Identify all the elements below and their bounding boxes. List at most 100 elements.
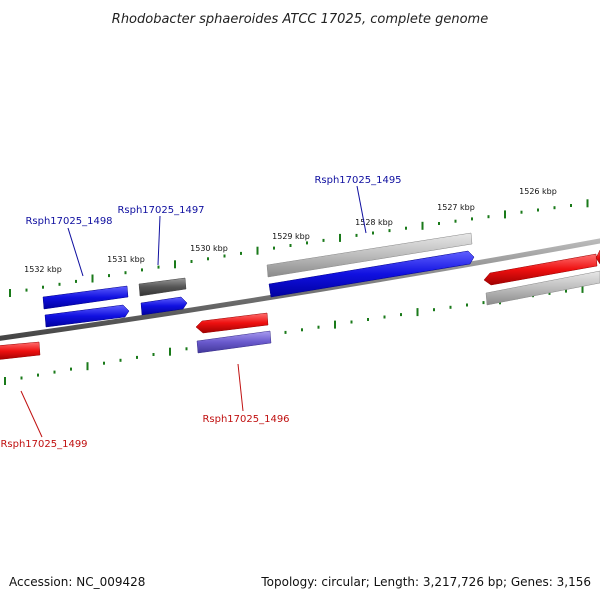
kbp-label-1532: 1532 kbp bbox=[24, 265, 62, 274]
outer-track-minor-tick bbox=[223, 254, 226, 258]
kbp-labels: 1526 kbp 1527 kbp 1528 kbp 1529 kbp 1530… bbox=[24, 187, 557, 274]
outer-track-minor-tick bbox=[273, 246, 275, 250]
leader-line-1496 bbox=[237, 363, 244, 412]
inner-track-major-tick bbox=[581, 284, 584, 293]
outer-track-minor-tick bbox=[454, 219, 457, 223]
map-title: Rhodobacter sphaeroides ATCC 17025, comp… bbox=[112, 12, 488, 27]
accession-text: Accession: NC_009428 bbox=[9, 575, 145, 589]
outer-track-minor-tick bbox=[355, 233, 358, 237]
outer-track-minor-tick bbox=[75, 279, 77, 283]
inner-track-major-tick bbox=[86, 362, 89, 371]
gene-feature-red-right-top[interactable] bbox=[483, 253, 598, 286]
outer-track-major-tick bbox=[256, 246, 259, 255]
outer-track-minor-tick bbox=[289, 244, 292, 247]
gene-feature-red-1499[interactable] bbox=[0, 341, 41, 360]
inner-track-major-tick bbox=[416, 308, 419, 317]
gene-feature-purple-1496[interactable] bbox=[196, 330, 272, 354]
inner-track-minor-tick bbox=[466, 303, 468, 307]
outer-track-minor-tick bbox=[190, 260, 193, 263]
gene-feature-blue-1498-top[interactable] bbox=[42, 285, 129, 310]
inner-track-minor-tick bbox=[20, 376, 23, 380]
outer-track-minor-tick bbox=[438, 222, 440, 225]
outer-track-minor-tick bbox=[124, 271, 127, 275]
outer-track-minor-tick bbox=[141, 268, 143, 272]
leader-line-1498 bbox=[67, 227, 84, 277]
inner-track-minor-tick bbox=[70, 367, 72, 371]
outer-track-minor-tick bbox=[207, 257, 209, 261]
outer-track-minor-tick bbox=[306, 241, 308, 245]
inner-track-minor-tick bbox=[449, 305, 452, 309]
gene-feature-red-edge[interactable] bbox=[595, 249, 600, 265]
outer-track-minor-tick bbox=[520, 210, 523, 214]
outer-track-minor-tick bbox=[240, 251, 242, 255]
outer-track-minor-tick bbox=[108, 274, 110, 278]
gene-label-1495[interactable]: Rsph17025_1495 bbox=[314, 175, 401, 186]
outer-track-major-tick bbox=[9, 289, 11, 297]
gene-label-1497[interactable]: Rsph17025_1497 bbox=[117, 205, 204, 216]
inner-track-minor-tick bbox=[185, 347, 188, 351]
gene-arrow-blue-1495[interactable] bbox=[268, 250, 475, 298]
inner-track-minor-tick bbox=[152, 353, 155, 356]
outer-track-minor-tick bbox=[471, 217, 473, 221]
gene-arrow-red-1496[interactable] bbox=[195, 312, 269, 334]
kbp-label-1526: 1526 kbp bbox=[519, 187, 557, 196]
inner-track-minor-tick bbox=[400, 313, 402, 317]
kbp-label-1529: 1529 kbp bbox=[272, 232, 310, 241]
kbp-label-1527: 1527 kbp bbox=[437, 203, 475, 212]
gene-label-1498[interactable]: Rsph17025_1498 bbox=[25, 216, 112, 227]
kbp-label-1528: 1528 kbp bbox=[355, 218, 393, 227]
leader-line-1495 bbox=[356, 185, 367, 234]
inner-track-minor-tick bbox=[482, 301, 485, 305]
outer-tick-track bbox=[9, 199, 589, 297]
inner-track-minor-tick bbox=[367, 318, 369, 321]
inner-track-minor-tick bbox=[350, 320, 353, 324]
inner-track-major-tick bbox=[4, 377, 6, 385]
outer-track-major-tick bbox=[174, 260, 176, 269]
kbp-label-1530: 1530 kbp bbox=[190, 244, 228, 253]
inner-track-minor-tick bbox=[37, 373, 39, 377]
outer-track-minor-tick bbox=[487, 215, 490, 219]
inner-track-minor-tick bbox=[119, 358, 122, 362]
outer-track-minor-tick bbox=[553, 206, 556, 210]
inner-track-minor-tick bbox=[284, 330, 287, 334]
inner-track-minor-tick bbox=[383, 315, 386, 319]
outer-track-minor-tick bbox=[58, 282, 61, 286]
outer-track-major-tick bbox=[504, 210, 506, 219]
outer-track-minor-tick bbox=[322, 238, 325, 242]
gene-label-1496[interactable]: Rsph17025_1496 bbox=[202, 414, 289, 425]
genome-summary-text: Topology: circular; Length: 3,217,726 bp… bbox=[260, 575, 591, 589]
outer-track-major-tick bbox=[91, 274, 94, 283]
inner-track-minor-tick bbox=[103, 361, 105, 365]
gene-feature-gray-top[interactable] bbox=[266, 232, 473, 278]
gene-arrow-blue-1497[interactable] bbox=[140, 296, 188, 316]
kbp-label-1531: 1531 kbp bbox=[107, 255, 145, 264]
outer-track-minor-tick bbox=[42, 285, 44, 289]
inner-track-minor-tick bbox=[433, 308, 435, 312]
genome-backbone bbox=[0, 238, 600, 341]
outer-track-minor-tick bbox=[405, 226, 407, 230]
inner-track-minor-tick bbox=[301, 328, 303, 332]
inner-track-major-tick bbox=[334, 320, 336, 329]
gene-feature-gray-right[interactable] bbox=[485, 270, 600, 306]
outer-track-minor-tick bbox=[570, 204, 572, 207]
inner-track-minor-tick bbox=[317, 325, 320, 329]
leader-line-1499 bbox=[20, 390, 43, 438]
gene-feature-dark-1497-top[interactable] bbox=[138, 277, 187, 297]
inner-track-minor-tick bbox=[136, 355, 138, 359]
inner-track-minor-tick bbox=[53, 370, 56, 374]
outer-track-major-tick bbox=[339, 233, 341, 242]
outer-track-minor-tick bbox=[372, 231, 374, 235]
gene-arrow-blue-1498[interactable] bbox=[44, 304, 130, 328]
inner-track-minor-tick bbox=[548, 291, 551, 295]
outer-track-major-tick bbox=[421, 221, 424, 230]
inner-track-major-tick bbox=[169, 347, 171, 356]
outer-track-minor-tick bbox=[157, 265, 160, 269]
leader-line-1497 bbox=[157, 215, 161, 266]
outer-track-minor-tick bbox=[537, 208, 539, 212]
outer-track-minor-tick bbox=[388, 229, 391, 233]
outer-track-minor-tick bbox=[25, 288, 28, 292]
outer-track-major-tick bbox=[586, 199, 589, 208]
inner-track-minor-tick bbox=[565, 289, 567, 293]
gene-label-1499[interactable]: Rsph17025_1499 bbox=[0, 439, 87, 450]
